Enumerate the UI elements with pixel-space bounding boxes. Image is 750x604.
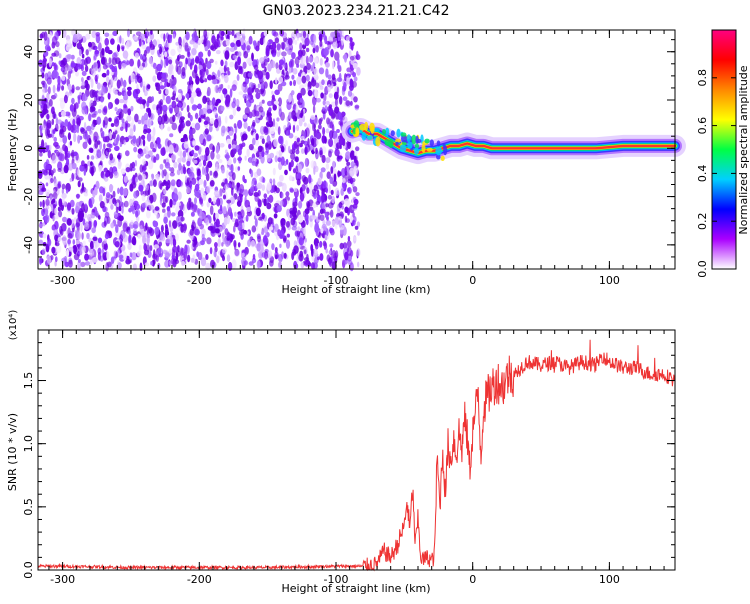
snr-scale-label: (x10⁴) <box>8 310 19 341</box>
spectrogram-x-tick-label: -100 <box>324 274 349 287</box>
colorbar-tick-label: 0.4 <box>696 165 709 183</box>
colorbar-tick-label: 0.6 <box>696 117 709 135</box>
spectrogram-x-label: Height of straight line (km) <box>281 283 430 296</box>
snr-x-tick-label: -100 <box>324 573 349 586</box>
spectrogram-y-axis: -40 -20 0 20 40 <box>22 39 675 258</box>
snr-x-tick-label: -200 <box>187 573 212 586</box>
colorbar-axis: 0.0 0.2 0.4 0.6 0.8 <box>696 69 736 278</box>
colorbar-label: Normalized spectral amplitude <box>737 65 750 234</box>
spectrogram-y-tick-label: -20 <box>22 188 35 206</box>
spectrogram-y-tick-label: -40 <box>22 236 35 254</box>
snr-y-tick-label: 1.5 <box>22 372 35 390</box>
snr-x-tick-label: 0 <box>469 573 476 586</box>
colorbar-tick-label: 0.0 <box>696 260 709 278</box>
spectrogram-x-tick-label: -200 <box>187 274 212 287</box>
snr-y-axis: 0.0 0.5 1.0 1.5 <box>22 342 675 579</box>
snr-x-tick-label: -300 <box>50 573 75 586</box>
snr-x-axis: -300 -200 -100 0 100 <box>48 330 665 586</box>
snr-frame <box>37 329 676 571</box>
colorbar-gradient <box>711 29 737 270</box>
snr-x-label: Height of straight line (km) <box>281 582 430 595</box>
noise-region <box>37 27 361 272</box>
signal-track <box>341 118 686 165</box>
colorbar: 0.0 0.2 0.4 0.6 0.8 Normalized spectral ampl… <box>696 29 750 278</box>
spectrogram-y-tick-label: 20 <box>22 93 35 107</box>
snr-y-tick-label: 0.5 <box>22 498 35 516</box>
spectrogram-x-axis: -300 -200 -100 0 100 <box>48 30 665 287</box>
spectrogram-y-tick-label: 0 <box>22 145 35 152</box>
spectrogram-y-tick-label: 40 <box>22 45 35 59</box>
spectrogram-x-tick-label: 0 <box>469 274 476 287</box>
snr-x-tick-label: 100 <box>599 573 620 586</box>
snr-y-label: SNR (10 * v/v) <box>6 413 19 491</box>
snr-series-line <box>37 339 676 572</box>
snr-panel: -300 -200 -100 0 100 0.0 0.5 1.0 1.5 Height of … <box>6 310 676 595</box>
spectrogram-y-label: Frequency (Hz) <box>6 109 19 192</box>
snr-y-tick-label: 1.0 <box>22 435 35 453</box>
spectrogram-x-tick-label: 100 <box>599 274 620 287</box>
chart-title: GN03.2023.234.21.21.C42 <box>263 3 450 19</box>
spectrogram-frame <box>37 29 676 270</box>
colorbar-tick-label: 0.2 <box>696 212 709 230</box>
snr-y-tick-label: 0.0 <box>22 561 35 579</box>
colorbar-tick-label: 0.8 <box>696 69 709 87</box>
spectrogram-x-tick-label: -300 <box>50 274 75 287</box>
